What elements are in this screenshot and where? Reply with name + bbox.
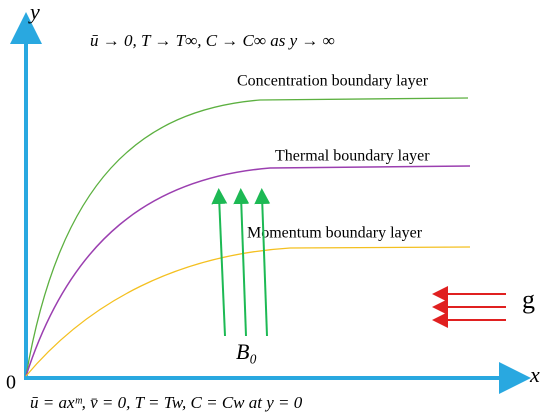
arrow <box>233 188 250 337</box>
wall-condition: ū = axᵐ, v̄ = 0, T = Tw, C = Cw at y = 0 <box>30 393 303 412</box>
arrow <box>211 188 228 337</box>
far-field-condition: ū → 0, T → T∞, C → C∞ as y → ∞ <box>90 31 335 50</box>
x-label: x <box>529 362 540 387</box>
magnetic-label: B₀ <box>236 339 257 364</box>
concentration-curve <box>25 97 469 377</box>
momentum-label: Momentum boundary layer <box>247 225 423 242</box>
magnetic-arrows <box>211 188 271 337</box>
concentration-label: Concentration boundary layer <box>237 73 429 90</box>
gravity-label: g <box>522 285 535 314</box>
thermal-label: Thermal boundary layer <box>275 148 430 165</box>
gravity-arrows <box>432 286 506 328</box>
arrow <box>254 188 271 337</box>
y-label: y <box>28 0 40 24</box>
origin-label: 0 <box>6 372 16 394</box>
thermal-curve <box>25 165 471 377</box>
